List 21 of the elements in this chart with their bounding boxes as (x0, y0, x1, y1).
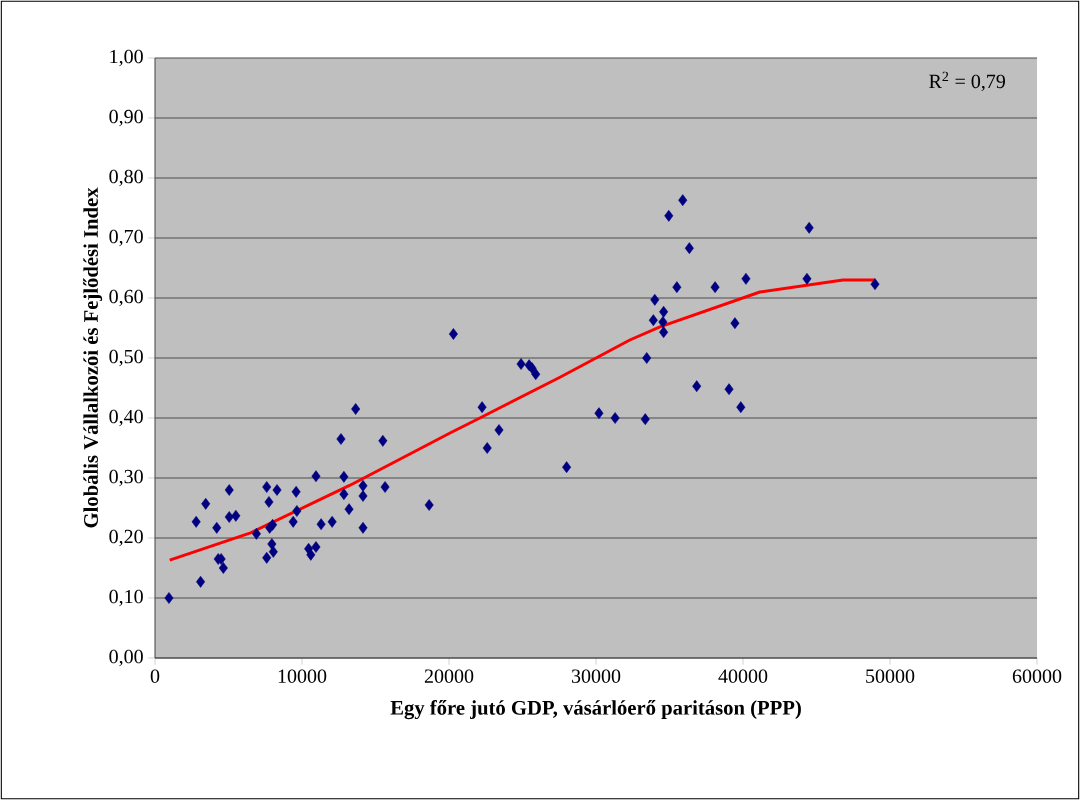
x-tick-label: 0 (150, 669, 160, 683)
x-tick-label: 10000 (278, 669, 327, 683)
x-tick-label: 20000 (424, 669, 474, 683)
y-tick-label: 0,80 (109, 169, 143, 187)
y-tick-label: 0,40 (109, 409, 143, 427)
x-tick-label: 60000 (1012, 669, 1062, 683)
x-axis-title: Egy főre jutó GDP, vásárlóerő paritáson (PPP) (390, 700, 801, 720)
y-tick-label: 0,00 (109, 649, 143, 667)
y-axis-title: Globális Vállalkozói és Fejlődési Index (83, 187, 103, 528)
y-tick-label: 0,30 (109, 469, 143, 487)
annotation: R$^{2}$ = 0,79 (929, 71, 1005, 92)
y-tick-label: 0,50 (109, 349, 143, 367)
y-tick-label: 0,20 (109, 529, 143, 547)
y-tick-label: 0,90 (109, 109, 143, 127)
x-tick-label: 50000 (866, 669, 915, 683)
x-tick-label: 40000 (718, 669, 768, 683)
y-tick-label: 0,70 (109, 229, 143, 247)
x-tick-label: 30000 (571, 669, 621, 683)
y-tick-label: 0,10 (109, 589, 143, 607)
y-tick-label: 0,60 (109, 289, 143, 307)
y-tick-label: 1,00 (110, 49, 143, 67)
